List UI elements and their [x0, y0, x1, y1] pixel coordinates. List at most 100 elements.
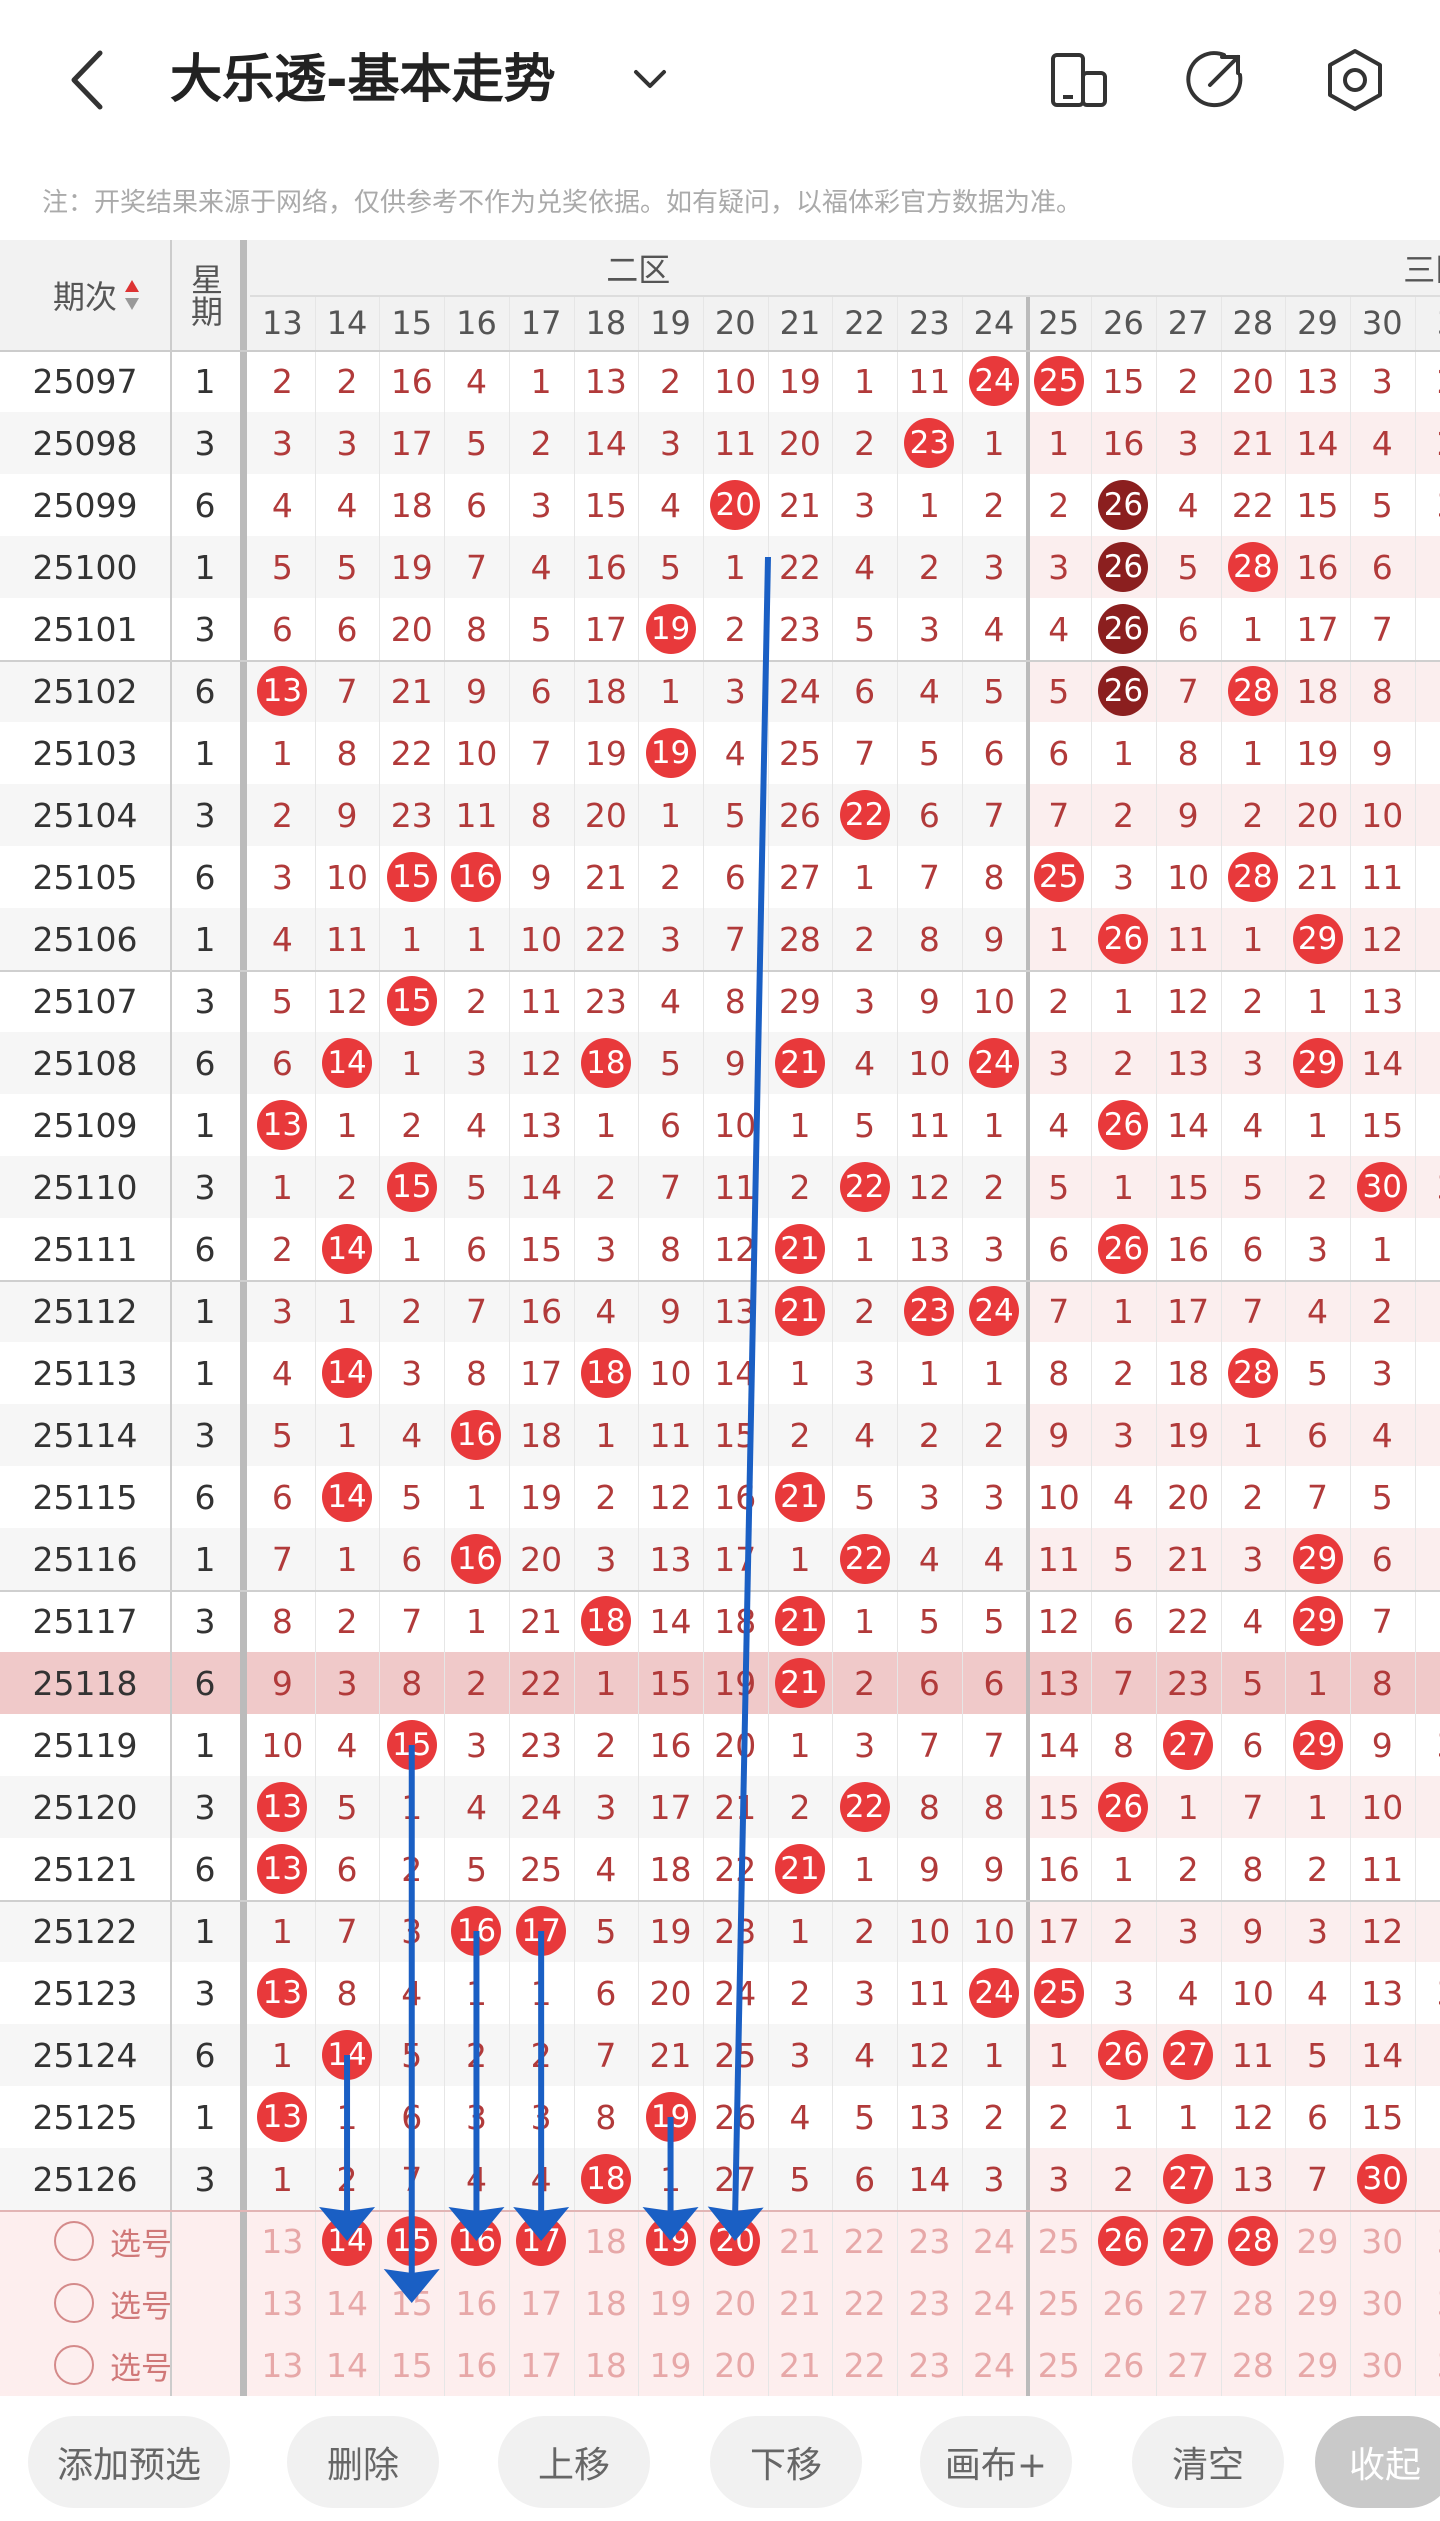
selectable-number[interactable]: 30 [1361, 2345, 1404, 2385]
clear-button[interactable]: 清空 [1132, 2416, 1284, 2508]
number-ball[interactable]: 26 [1098, 1782, 1149, 1832]
selectable-number[interactable]: 29 [1296, 2283, 1339, 2323]
selectable-number[interactable]: 26 [1102, 2283, 1145, 2323]
number-ball[interactable]: 29 [1292, 914, 1343, 964]
selected-ball[interactable]: 14 [322, 2216, 373, 2266]
number-ball[interactable]: 29 [1292, 1720, 1343, 1770]
select-label[interactable]: 选号 [110, 2350, 172, 2387]
sort-icon[interactable] [124, 278, 140, 312]
number-ball[interactable]: 18 [580, 2154, 631, 2204]
number-ball[interactable]: 16 [451, 1534, 502, 1584]
number-ball[interactable]: 13 [257, 1782, 308, 1832]
selected-ball[interactable]: 28 [1227, 2216, 1278, 2266]
number-ball[interactable]: 25 [1033, 852, 1084, 902]
number-ball[interactable]: 15 [386, 1720, 437, 1770]
number-ball[interactable]: 28 [1227, 1348, 1278, 1398]
number-ball[interactable]: 22 [839, 1162, 890, 1212]
settings-button[interactable] [1320, 45, 1390, 115]
number-ball[interactable]: 26 [1098, 1100, 1149, 1150]
number-ball[interactable]: 13 [257, 1100, 308, 1150]
selectable-number[interactable]: 15 [390, 2283, 433, 2323]
selectable-number[interactable]: 22 [843, 2345, 886, 2385]
number-ball[interactable]: 13 [257, 666, 308, 716]
number-ball[interactable]: 26 [1098, 914, 1149, 964]
collapse-button[interactable]: 收起 [1315, 2416, 1440, 2508]
selectable-number[interactable]: 23 [908, 2345, 951, 2385]
number-ball[interactable]: 21 [774, 1596, 825, 1646]
selectable-number[interactable]: 18 [584, 2221, 627, 2261]
selectable-number[interactable]: 15 [390, 2345, 433, 2385]
number-ball[interactable]: 28 [1227, 542, 1278, 592]
selected-ball[interactable]: 19 [645, 2216, 696, 2266]
number-ball[interactable]: 30 [1357, 2154, 1408, 2204]
select-label[interactable]: 选号 [110, 2288, 172, 2325]
selectable-number[interactable]: 20 [714, 2283, 757, 2323]
select-radio[interactable] [54, 2345, 94, 2385]
number-ball[interactable]: 14 [322, 1038, 373, 1088]
page-title[interactable]: 大乐透-基本走势 [170, 50, 556, 110]
number-ball[interactable]: 18 [580, 1038, 631, 1088]
move-up-button[interactable]: 上移 [498, 2416, 650, 2508]
selectable-number[interactable]: 25 [1037, 2345, 1080, 2385]
number-ball[interactable]: 14 [322, 1224, 373, 1274]
share-button[interactable] [1180, 45, 1250, 115]
number-ball[interactable]: 21 [774, 1844, 825, 1894]
selectable-number[interactable]: 29 [1296, 2221, 1339, 2261]
selectable-number[interactable]: 26 [1102, 2345, 1145, 2385]
phone-button[interactable] [1045, 45, 1115, 115]
number-ball[interactable]: 26 [1098, 604, 1149, 654]
number-ball[interactable]: 25 [1033, 356, 1084, 406]
selectable-number[interactable]: 17 [520, 2283, 563, 2323]
number-ball[interactable]: 14 [322, 1348, 373, 1398]
selectable-number[interactable]: 22 [843, 2221, 886, 2261]
title-dropdown[interactable] [628, 60, 672, 100]
number-ball[interactable]: 29 [1292, 1596, 1343, 1646]
number-ball[interactable]: 15 [386, 1162, 437, 1212]
trend-table[interactable]: 期次星期二区三区13141516171819202122232425262728… [0, 240, 1440, 2400]
number-ball[interactable]: 16 [451, 852, 502, 902]
number-ball[interactable]: 16 [451, 1410, 502, 1460]
canvas-button[interactable]: 画布+ [920, 2416, 1072, 2508]
number-ball[interactable]: 28 [1227, 666, 1278, 716]
number-ball[interactable]: 18 [580, 1348, 631, 1398]
selectable-number[interactable]: 19 [649, 2283, 692, 2323]
select-label[interactable]: 选号 [110, 2226, 172, 2263]
number-ball[interactable]: 27 [1163, 1720, 1214, 1770]
selectable-number[interactable]: 16 [455, 2283, 498, 2323]
number-ball[interactable]: 16 [451, 1906, 502, 1956]
selected-ball[interactable]: 16 [451, 2216, 502, 2266]
selectable-number[interactable]: 18 [584, 2283, 627, 2323]
selectable-number[interactable]: 30 [1361, 2221, 1404, 2261]
selectable-number[interactable]: 27 [1167, 2283, 1210, 2323]
selected-ball[interactable]: 26 [1098, 2216, 1149, 2266]
number-ball[interactable]: 24 [969, 1968, 1020, 2018]
number-ball[interactable]: 15 [386, 852, 437, 902]
number-ball[interactable]: 22 [839, 1782, 890, 1832]
number-ball[interactable]: 14 [322, 1472, 373, 1522]
selectable-number[interactable]: 25 [1037, 2283, 1080, 2323]
number-ball[interactable]: 29 [1292, 1038, 1343, 1088]
number-ball[interactable]: 30 [1357, 1162, 1408, 1212]
number-ball[interactable]: 21 [774, 1658, 825, 1708]
select-radio[interactable] [54, 2283, 94, 2323]
number-ball[interactable]: 19 [645, 604, 696, 654]
number-ball[interactable]: 26 [1098, 542, 1149, 592]
number-ball[interactable]: 21 [774, 1038, 825, 1088]
number-ball[interactable]: 26 [1098, 480, 1149, 530]
selected-ball[interactable]: 27 [1163, 2216, 1214, 2266]
selectable-number[interactable]: 28 [1231, 2283, 1274, 2323]
number-ball[interactable]: 13 [257, 1844, 308, 1894]
selectable-number[interactable]: 22 [843, 2283, 886, 2323]
selectable-number[interactable]: 17 [520, 2345, 563, 2385]
selectable-number[interactable]: 20 [714, 2345, 757, 2385]
number-ball[interactable]: 22 [839, 1534, 890, 1584]
selectable-number[interactable]: 13 [261, 2283, 304, 2323]
number-ball[interactable]: 23 [904, 418, 955, 468]
selectable-number[interactable]: 24 [973, 2283, 1016, 2323]
number-ball[interactable]: 29 [1292, 1534, 1343, 1584]
selectable-number[interactable]: 23 [908, 2283, 951, 2323]
selected-ball[interactable]: 15 [386, 2216, 437, 2266]
period-column-header[interactable]: 期次 [52, 278, 117, 316]
number-ball[interactable]: 23 [904, 1286, 955, 1336]
number-ball[interactable]: 22 [839, 790, 890, 840]
